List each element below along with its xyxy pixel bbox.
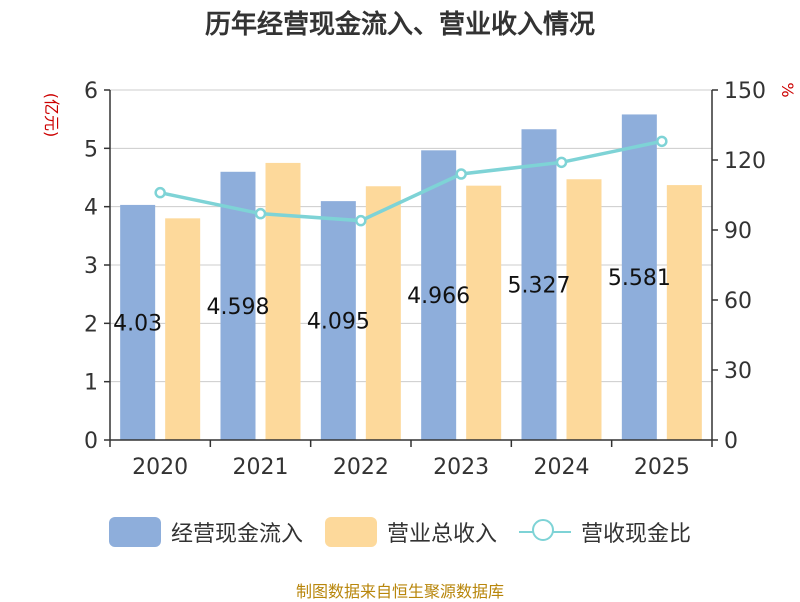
legend-swatch-revenue: [324, 517, 377, 547]
y-right-tick-label: 30: [724, 359, 752, 384]
x-tick-label: 2024: [534, 455, 590, 480]
bars-layer: [120, 114, 702, 441]
legend-item-cash-inflow[interactable]: 经营现金流入: [108, 516, 303, 548]
bar-cash-inflow: [320, 201, 356, 440]
x-tick-label: 2022: [333, 455, 389, 480]
bar-cash-inflow: [621, 114, 657, 441]
legend-swatch-cash-inflow: [108, 517, 161, 547]
footer-source: 制图数据来自恒生聚源数据库: [295, 582, 504, 601]
y-axis-left-unit: (亿元): [42, 93, 61, 138]
y-left-tick-label: 5: [84, 137, 98, 162]
y-right-tick-label: 120: [724, 149, 766, 174]
y-left-tick-label: 4: [84, 196, 98, 221]
y-left-tick-label: 2: [84, 312, 98, 337]
y-left-tick-label: 1: [84, 371, 98, 396]
data-label-cash-inflow: 5.581: [608, 266, 671, 291]
bar-cash-inflow: [521, 129, 557, 440]
data-label-cash-inflow: 4.966: [407, 284, 470, 309]
y-right-tick-label: 60: [724, 289, 752, 314]
legend-item-revenue[interactable]: 营业总收入: [324, 516, 497, 548]
legend-label-cash-inflow: 经营现金流入: [170, 522, 303, 547]
bar-revenue: [165, 218, 201, 440]
chart-title: 历年经营现金流入、营业收入情况: [204, 10, 595, 40]
y-left-tick-label: 0: [84, 429, 98, 454]
legend-label-revenue: 营业总收入: [386, 522, 497, 547]
bar-cash-inflow: [220, 171, 256, 441]
y-right-tick-label: 150: [724, 79, 766, 104]
grid-layer: [110, 89, 712, 383]
line-ratio: [159, 139, 663, 223]
data-label-cash-inflow: 5.327: [508, 274, 571, 299]
bar-revenue: [365, 186, 401, 440]
legend-swatch-ratio: [519, 517, 571, 547]
legend-label-ratio: 营收现金比: [581, 522, 692, 547]
x-tick-label: 2020: [132, 455, 188, 480]
x-tick-label: 2023: [433, 455, 489, 480]
y-axis-right-unit: %: [778, 82, 797, 97]
bar-revenue: [265, 162, 301, 440]
y-left-tick-label: 6: [84, 79, 98, 104]
x-tick-label: 2025: [634, 455, 690, 480]
legend-item-ratio[interactable]: 营收现金比: [519, 516, 691, 548]
legend: 经营现金流入 营业总收入 营收现金比: [0, 516, 800, 548]
labels-layer: 4.03 4.598 4.095 4.966 5.327 5.581: [113, 266, 671, 336]
y-right-tick-label: 90: [724, 219, 752, 244]
bar-revenue: [466, 185, 502, 440]
point-ratio: [254, 207, 267, 220]
point-ratio: [455, 168, 467, 180]
point-ratio: [555, 156, 568, 169]
point-ratio: [355, 214, 367, 227]
bar-revenue: [566, 179, 602, 440]
line-layer: [154, 135, 668, 227]
bar-revenue: [666, 185, 702, 440]
point-ratio: [154, 186, 166, 199]
point-ratio: [656, 135, 668, 148]
bar-cash-inflow: [421, 150, 457, 441]
y-left-tick-label: 3: [84, 254, 98, 279]
data-label-cash-inflow: 4.598: [207, 295, 270, 320]
data-label-cash-inflow: 4.095: [307, 310, 370, 335]
y-right-tick-label: 0: [724, 429, 738, 454]
data-label-cash-inflow: 4.03: [113, 311, 162, 336]
x-tick-label: 2021: [233, 455, 289, 480]
bar-cash-inflow: [120, 204, 156, 440]
